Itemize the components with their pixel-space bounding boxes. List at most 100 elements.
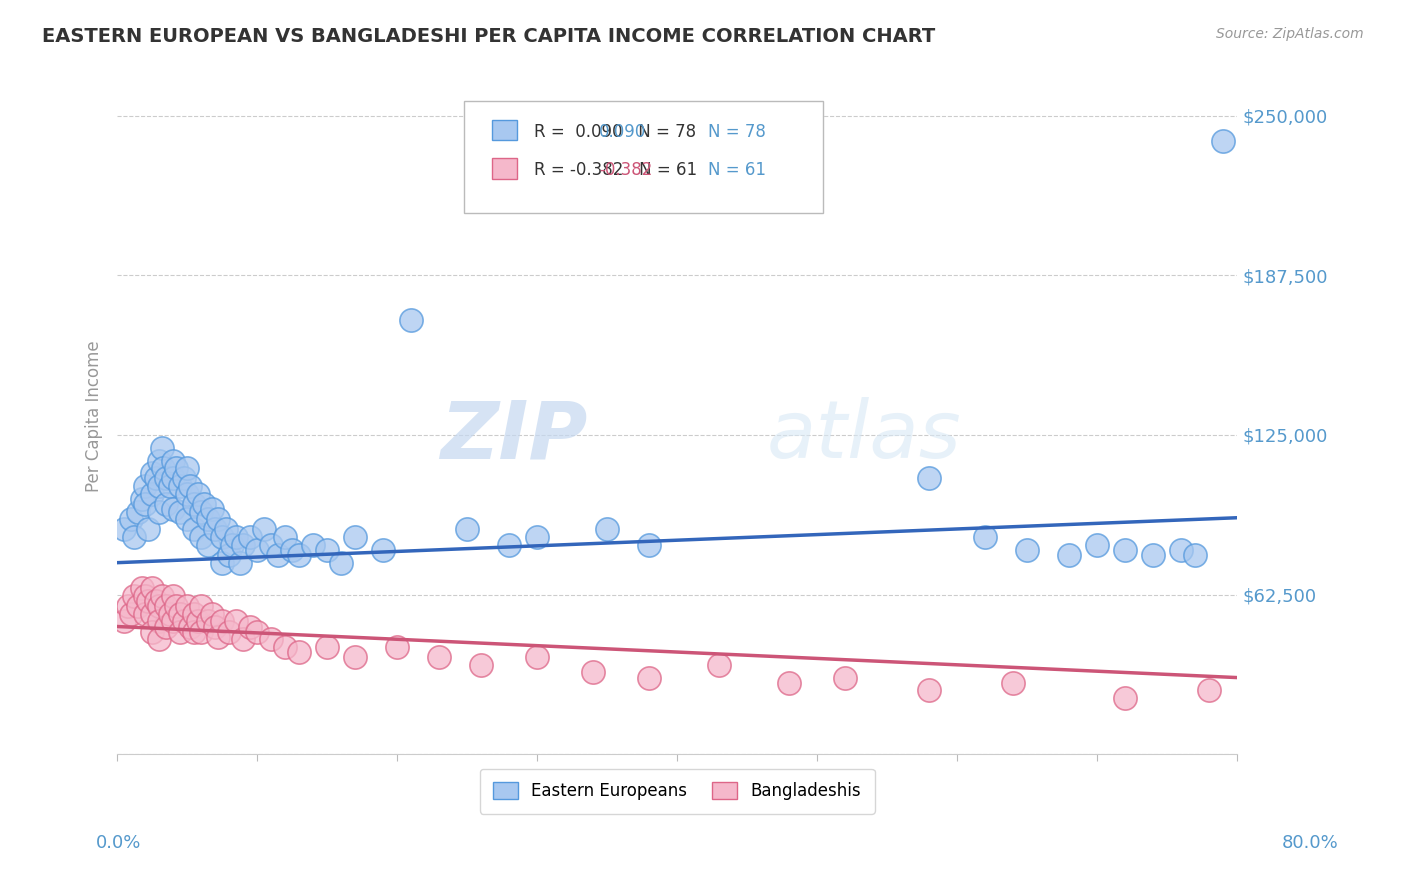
Text: EASTERN EUROPEAN VS BANGLADESHI PER CAPITA INCOME CORRELATION CHART: EASTERN EUROPEAN VS BANGLADESHI PER CAPI…	[42, 27, 935, 45]
Point	[152, 461, 174, 475]
Point	[638, 538, 661, 552]
Point	[316, 542, 339, 557]
Point	[141, 467, 163, 481]
Point	[122, 589, 145, 603]
Text: ZIP: ZIP	[440, 397, 588, 475]
Point	[162, 471, 184, 485]
Text: atlas: atlas	[766, 397, 962, 475]
Point	[197, 615, 219, 629]
Point	[211, 615, 233, 629]
Point	[131, 491, 153, 506]
Point	[201, 607, 224, 621]
Point	[267, 548, 290, 562]
Point	[239, 530, 262, 544]
Point	[204, 523, 226, 537]
Point	[526, 650, 548, 665]
FancyBboxPatch shape	[464, 101, 823, 213]
Point	[344, 530, 367, 544]
Point	[145, 471, 167, 485]
Point	[211, 556, 233, 570]
Point	[288, 645, 311, 659]
Point	[183, 607, 205, 621]
Point	[173, 615, 195, 629]
Point	[253, 523, 276, 537]
Point	[179, 479, 201, 493]
Point	[274, 640, 297, 654]
Point	[162, 615, 184, 629]
Point	[246, 542, 269, 557]
Point	[183, 624, 205, 639]
Point	[709, 657, 731, 672]
Point	[155, 471, 177, 485]
Point	[232, 538, 254, 552]
Point	[162, 502, 184, 516]
Point	[169, 505, 191, 519]
Text: 80.0%: 80.0%	[1282, 834, 1339, 852]
Point	[141, 607, 163, 621]
Point	[1002, 675, 1025, 690]
Point	[136, 523, 159, 537]
Point	[148, 453, 170, 467]
Point	[176, 461, 198, 475]
Point	[330, 556, 353, 570]
Point	[288, 548, 311, 562]
Point	[1017, 542, 1039, 557]
Point	[169, 607, 191, 621]
Y-axis label: Per Capita Income: Per Capita Income	[86, 340, 103, 491]
Point	[201, 502, 224, 516]
Point	[127, 599, 149, 613]
Point	[190, 530, 212, 544]
Point	[134, 497, 156, 511]
Point	[225, 530, 247, 544]
Point	[193, 497, 215, 511]
Point	[155, 497, 177, 511]
Point	[155, 599, 177, 613]
Point	[131, 581, 153, 595]
Text: N = 61: N = 61	[707, 161, 765, 179]
Point	[918, 471, 941, 485]
Point	[190, 505, 212, 519]
Point	[456, 523, 478, 537]
Point	[190, 599, 212, 613]
Point	[274, 530, 297, 544]
Point	[918, 683, 941, 698]
Point	[232, 632, 254, 647]
Point	[204, 619, 226, 633]
Point	[120, 512, 142, 526]
Point	[974, 530, 997, 544]
Point	[211, 530, 233, 544]
Point	[596, 523, 619, 537]
Point	[215, 523, 238, 537]
Point	[127, 505, 149, 519]
Point	[239, 619, 262, 633]
Point	[148, 479, 170, 493]
Point	[1184, 548, 1206, 562]
Point	[176, 486, 198, 500]
Point	[141, 624, 163, 639]
Point	[136, 594, 159, 608]
Point	[162, 453, 184, 467]
Point	[134, 607, 156, 621]
Point	[582, 665, 605, 680]
Point	[117, 599, 139, 613]
Point	[207, 630, 229, 644]
Point	[1114, 691, 1136, 706]
Point	[134, 589, 156, 603]
Point	[134, 479, 156, 493]
FancyBboxPatch shape	[492, 120, 517, 140]
Point	[225, 615, 247, 629]
Point	[159, 479, 181, 493]
Point	[526, 530, 548, 544]
Point	[190, 624, 212, 639]
Point	[141, 486, 163, 500]
Point	[1212, 134, 1234, 148]
Legend: Eastern Europeans, Bangladeshis: Eastern Europeans, Bangladeshis	[479, 769, 875, 814]
Point	[260, 538, 283, 552]
Point	[122, 530, 145, 544]
Point	[173, 471, 195, 485]
Point	[179, 619, 201, 633]
Point	[183, 523, 205, 537]
Text: Source: ZipAtlas.com: Source: ZipAtlas.com	[1216, 27, 1364, 41]
Point	[316, 640, 339, 654]
Point	[141, 581, 163, 595]
